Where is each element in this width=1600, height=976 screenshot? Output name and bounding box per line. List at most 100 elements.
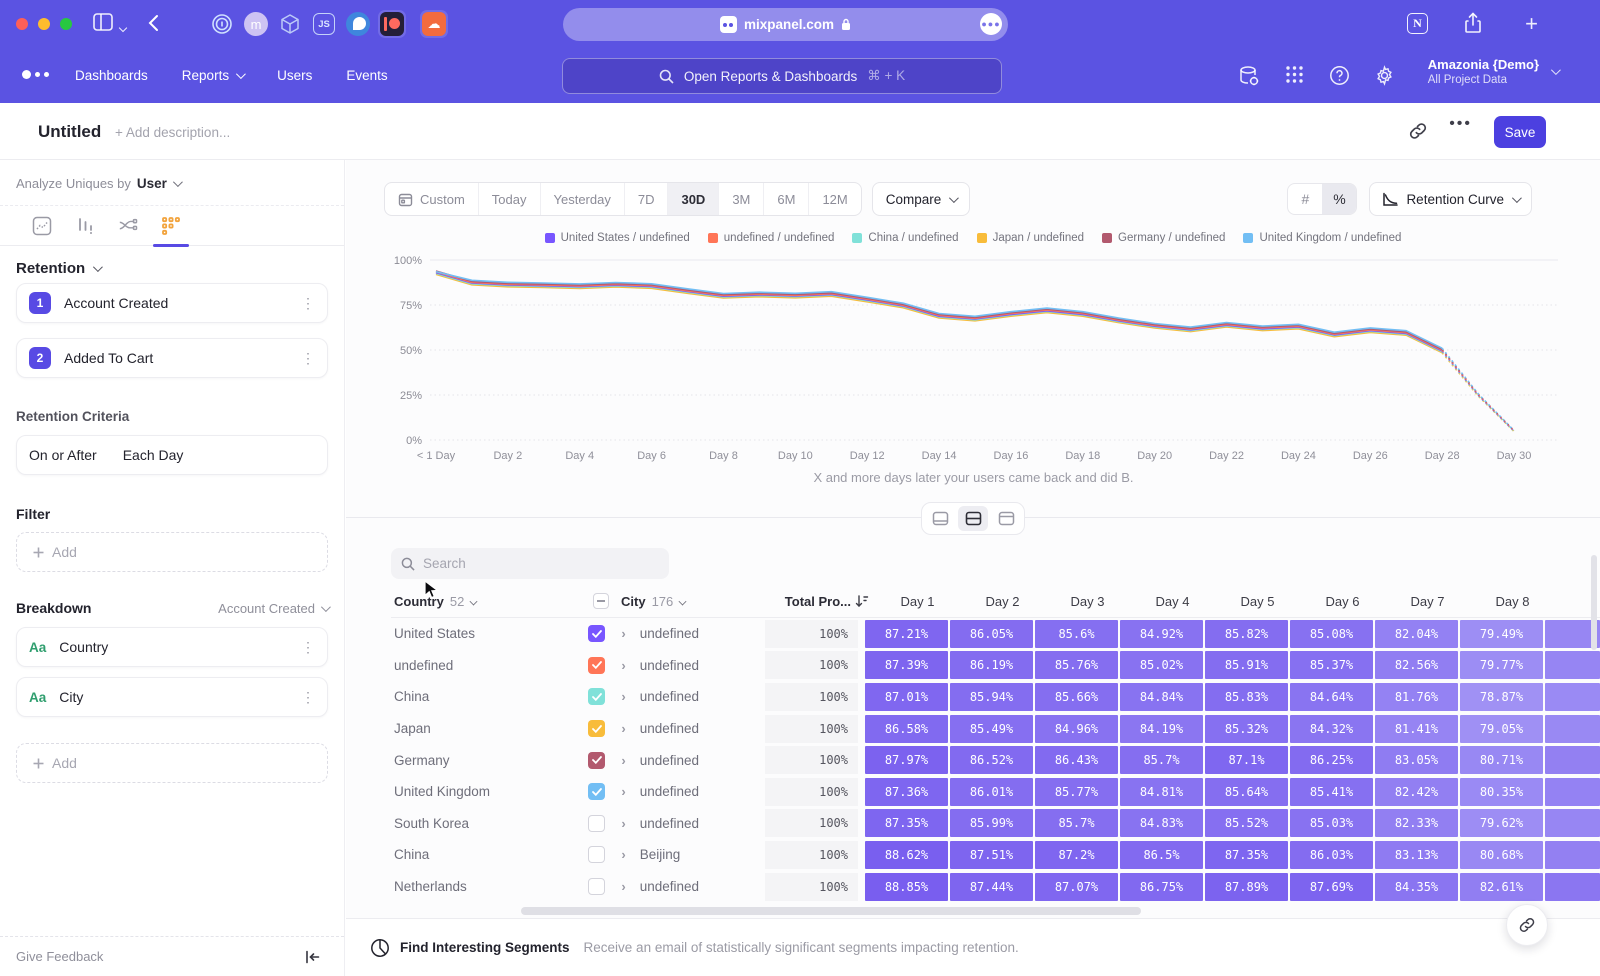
retention-value-cell[interactable]: 87.07% (1035, 873, 1118, 901)
more-options-icon[interactable]: ••• (1449, 115, 1472, 133)
retention-value-cell[interactable]: 85.66% (1035, 683, 1118, 711)
retention-value-cell[interactable]: 79.77% (1460, 651, 1543, 679)
range-yesterday[interactable]: Yesterday (540, 183, 624, 215)
expand-row-icon[interactable]: › (621, 689, 625, 704)
retention-criteria-card[interactable]: On or After Each Day (16, 435, 328, 475)
chart-type-dropdown[interactable]: Retention Curve (1369, 182, 1532, 216)
add-breakdown-button[interactable]: Add (16, 743, 328, 783)
retention-value-cell[interactable]: 79.62% (1460, 809, 1543, 837)
table-row[interactable]: Japan›undefined100%86.58%85.49%84.96%84.… (391, 713, 1600, 745)
expand-row-icon[interactable]: › (621, 721, 625, 736)
column-header-day[interactable]: Day 4 (1131, 594, 1214, 609)
retention-value-cell[interactable]: 87.35% (865, 809, 948, 837)
retention-value-cell[interactable]: 88.85% (865, 873, 948, 901)
retention-value-cell[interactable]: 87.1% (1205, 746, 1288, 774)
retention-value-cell[interactable]: 87.69% (1290, 873, 1373, 901)
expand-row-icon[interactable]: › (621, 626, 625, 641)
tab-retention[interactable] (161, 216, 181, 236)
retention-value-cell[interactable]: 84.92% (1120, 620, 1203, 648)
vertical-scrollbar[interactable] (1591, 555, 1597, 650)
retention-value-cell[interactable]: 86.03% (1290, 841, 1373, 869)
retention-value-cell[interactable]: 82.33% (1375, 809, 1458, 837)
sidebar-toggle-icon[interactable] (92, 12, 114, 32)
retention-value-cell[interactable]: 85.76% (1035, 651, 1118, 679)
legend-item[interactable]: United Kingdom / undefined (1243, 232, 1401, 244)
retention-value-cell[interactable]: 87.51% (950, 841, 1033, 869)
retention-value-cell[interactable]: 85.6% (1035, 620, 1118, 648)
column-header-country[interactable]: Country 52 (391, 594, 586, 609)
retention-value-cell[interactable]: 82.61% (1460, 873, 1543, 901)
row-checkbox[interactable] (588, 878, 605, 895)
retention-value-cell[interactable]: 86.25% (1290, 746, 1373, 774)
expand-row-icon[interactable]: › (621, 847, 625, 862)
column-header-day[interactable]: Day 8 (1471, 594, 1554, 609)
segments-title[interactable]: Find Interesting Segments (400, 940, 570, 955)
row-checkbox[interactable] (588, 846, 605, 863)
nav-item-users[interactable]: Users (277, 68, 312, 83)
retention-value-cell[interactable]: 85.49% (950, 715, 1033, 743)
range-30d[interactable]: 30D (667, 183, 718, 215)
criteria-each-day[interactable]: Each Day (123, 447, 184, 463)
range-6m[interactable]: 6M (763, 183, 808, 215)
js-icon[interactable]: JS (310, 10, 338, 38)
retention-value-cell[interactable]: 85.77% (1035, 778, 1118, 806)
retention-value-cell[interactable]: 82.56% (1375, 651, 1458, 679)
retention-value-cell[interactable]: 86.52% (950, 746, 1033, 774)
new-tab-icon[interactable]: + (1525, 11, 1538, 37)
retention-value-cell[interactable]: 84.32% (1290, 715, 1373, 743)
traffic-light-close[interactable] (16, 18, 28, 30)
data-management-icon[interactable] (1238, 65, 1260, 87)
retention-value-cell[interactable]: 85.64% (1205, 778, 1288, 806)
table-only-toggle[interactable] (991, 506, 1021, 531)
traffic-light-minimize[interactable] (38, 18, 50, 30)
retention-value-cell[interactable]: 87.89% (1205, 873, 1288, 901)
retention-value-cell[interactable]: 84.19% (1120, 715, 1203, 743)
table-row[interactable]: Netherlands›undefined100%88.85%87.44%87.… (391, 871, 1600, 903)
legend-item[interactable]: Germany / undefined (1102, 232, 1225, 244)
retention-value-cell[interactable]: 87.2% (1035, 841, 1118, 869)
retention-value-cell[interactable]: 85.52% (1205, 809, 1288, 837)
retention-value-cell[interactable]: 84.84% (1120, 683, 1203, 711)
global-search-input[interactable]: Open Reports & Dashboards ⌘ + K (562, 58, 1002, 94)
table-row[interactable]: China›undefined100%87.01%85.94%85.66%84.… (391, 681, 1600, 713)
retention-value-cell[interactable]: 84.35% (1375, 873, 1458, 901)
retention-value-cell[interactable]: 85.02% (1120, 651, 1203, 679)
retention-value-cell[interactable]: 81.76% (1375, 683, 1458, 711)
retention-value-cell[interactable]: 85.94% (950, 683, 1033, 711)
criteria-on-or-after[interactable]: On or After (29, 447, 97, 463)
expand-row-icon[interactable]: › (621, 816, 625, 831)
row-checkbox[interactable] (588, 752, 605, 769)
retention-value-cell[interactable]: 79.49% (1460, 620, 1543, 648)
collapse-sidebar-icon[interactable] (305, 950, 320, 964)
breakdown-card-country[interactable]: Aa Country ⋮ (16, 627, 328, 667)
retention-value-cell[interactable]: 87.39% (865, 651, 948, 679)
share-icon[interactable] (1464, 12, 1482, 34)
table-row[interactable]: undefined›undefined100%87.39%86.19%85.76… (391, 650, 1600, 682)
nav-item-events[interactable]: Events (346, 68, 387, 83)
retention-value-cell[interactable]: 78.87% (1460, 683, 1543, 711)
column-header-total[interactable]: Total Pro... (774, 594, 869, 609)
range-3m[interactable]: 3M (718, 183, 763, 215)
row-checkbox[interactable] (588, 688, 605, 705)
column-header-day[interactable]: Day 3 (1046, 594, 1129, 609)
retention-value-cell[interactable]: 86.43% (1035, 746, 1118, 774)
back-icon[interactable] (148, 14, 159, 32)
compare-button[interactable]: Compare (872, 182, 971, 216)
patreon-icon[interactable] (378, 10, 406, 38)
retention-value-cell[interactable]: 86.58% (865, 715, 948, 743)
apps-grid-icon[interactable] (1285, 65, 1304, 84)
range-today[interactable]: Today (478, 183, 540, 215)
retention-value-cell[interactable]: 84.64% (1290, 683, 1373, 711)
retention-value-cell[interactable]: 86.75% (1120, 873, 1203, 901)
settings-gear-icon[interactable] (1374, 65, 1395, 86)
table-row[interactable]: South Korea›undefined100%87.35%85.99%85.… (391, 808, 1600, 840)
tab-flows[interactable] (118, 216, 138, 236)
retention-value-cell[interactable]: 85.82% (1205, 620, 1288, 648)
legend-item[interactable]: China / undefined (852, 232, 958, 244)
retention-value-cell[interactable]: 86.19% (950, 651, 1033, 679)
column-header-day[interactable]: Day 5 (1216, 594, 1299, 609)
column-header-day[interactable]: Day 7 (1386, 594, 1469, 609)
table-row[interactable]: United Kingdom›undefined100%87.36%86.01%… (391, 776, 1600, 808)
retention-value-cell[interactable]: 80.35% (1460, 778, 1543, 806)
expand-row-icon[interactable]: › (621, 658, 625, 673)
